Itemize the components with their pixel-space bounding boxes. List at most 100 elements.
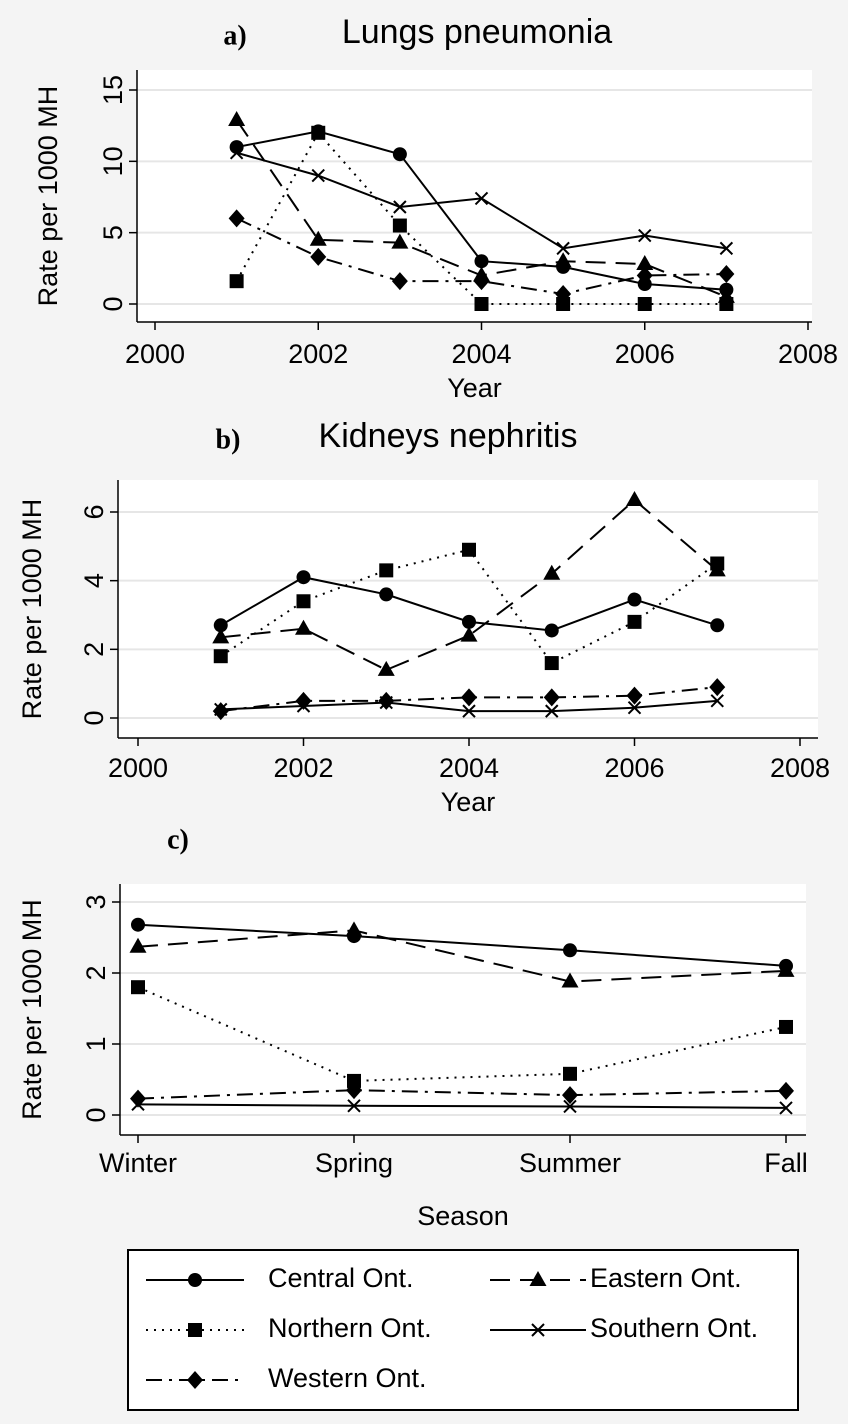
marker [474,297,489,311]
marker [636,266,653,285]
legend-marker [187,1371,203,1389]
series-line [137,1089,787,1100]
marker [462,614,476,629]
y-tick-label: 6 [79,504,109,519]
marker [626,490,643,506]
y-tick-label: 0 [79,710,109,725]
marker [213,649,228,664]
y-tick-label: 10 [98,146,128,176]
x-axis-label: Year [447,373,502,403]
y-tick-label: 2 [79,642,109,657]
marker [543,564,561,580]
marker [311,125,326,140]
marker [561,972,579,988]
marker [554,252,572,268]
marker [709,678,726,697]
marker [130,1089,146,1108]
marker [392,218,407,233]
marker [710,556,725,571]
marker [636,255,654,271]
marker [556,297,571,311]
marker [131,917,145,932]
marker [474,254,489,269]
marker [391,272,408,291]
marker [778,1081,794,1100]
marker [710,618,725,633]
y-axis-label: Rate per 1000 MH [33,86,63,307]
marker [379,587,394,602]
x-tick-label: 2002 [288,339,348,369]
marker [779,1019,793,1034]
marker [627,700,642,715]
legend-marker [188,1323,202,1337]
y-tick-label: 2 [81,965,111,980]
panel-label: c) [167,824,189,855]
x-tick-label: 2008 [778,339,838,369]
y-tick-label: 15 [98,75,128,105]
y-axis-label: Rate per 1000 MH [17,499,47,720]
marker [710,694,724,708]
marker [228,110,246,126]
marker [212,702,229,721]
x-axis-label: Season [417,1201,509,1231]
marker [626,686,643,705]
marker [627,592,642,607]
marker [719,297,734,311]
marker [229,274,244,289]
marker [131,980,145,995]
x-tick-label: Summer [519,1148,621,1178]
marker [213,618,228,633]
marker [562,1086,578,1105]
marker [393,200,407,214]
marker [129,937,147,953]
marker [296,570,311,585]
marker [545,704,559,718]
marker [460,626,478,642]
x-tick-label: 2000 [125,339,185,369]
marker [378,691,395,710]
marker [563,1099,577,1114]
x-tick-label: Winter [99,1148,177,1178]
marker [295,619,312,635]
marker [391,233,409,249]
panel-label: a) [223,20,246,51]
marker [379,563,394,578]
chart-title: Lungs pneumonia [342,13,612,51]
y-tick-label: 5 [98,225,128,240]
marker [347,1073,361,1088]
marker [311,168,325,183]
x-axis-label: Year [441,787,496,817]
marker [228,209,245,228]
legend-label: Central Ont. [268,1263,414,1293]
series-line [137,929,787,983]
series-line [137,1103,787,1109]
x-tick-label: Fall [764,1148,808,1178]
marker [473,272,490,291]
marker [229,146,244,160]
marker [637,297,652,311]
legend-marker [529,1271,547,1286]
marker [377,660,395,676]
marker [345,921,363,937]
marker [718,265,735,284]
x-tick-label: 2004 [451,339,511,369]
marker [563,1066,577,1081]
marker [638,228,652,243]
marker [392,147,407,162]
marker [346,1081,362,1100]
chart-title: Kidneys nephritis [319,417,578,455]
legend-label: Western Ont. [268,1363,427,1393]
marker [556,241,570,256]
panel-label: b) [216,424,241,455]
legend-box [127,1249,799,1411]
marker [461,688,477,707]
marker [309,230,327,246]
marker [310,247,327,266]
marker [544,623,559,638]
legend-label: Northern Ont. [268,1313,432,1343]
x-tick-label: 2008 [770,753,830,783]
marker [462,704,476,718]
series-line [137,923,787,967]
y-tick-label: 0 [98,296,128,311]
